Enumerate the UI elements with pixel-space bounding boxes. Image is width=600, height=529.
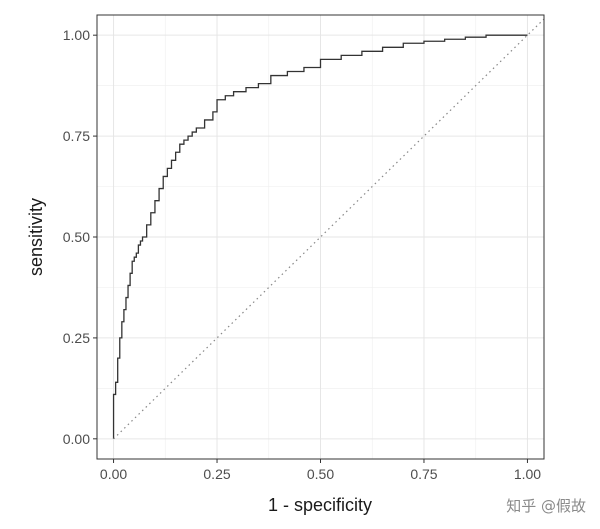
x-tick-label: 0.25 [203, 466, 230, 482]
y-tick-label: 0.25 [63, 330, 90, 346]
x-axis-title: 1 - specificity [268, 495, 372, 515]
y-axis-title: sensitivity [26, 198, 46, 276]
y-tick-label: 0.75 [63, 128, 90, 144]
x-tick-label: 0.00 [100, 466, 127, 482]
tick-layer: 0.00 0.25 0.50 0.75 1.00 0.00 0.25 0.50 0.75 1.00 [63, 27, 542, 482]
y-tick-label: 0.00 [63, 431, 90, 447]
series-layer [112, 18, 544, 440]
watermark-text: 知乎 @假故 [506, 497, 586, 515]
y-tick-label: 0.50 [63, 229, 90, 245]
y-tick-label: 1.00 [63, 27, 90, 43]
x-tick-label: 0.75 [410, 466, 437, 482]
x-tick-label: 0.50 [307, 466, 334, 482]
grid-layer [97, 15, 544, 459]
diagonal-reference-line [113, 18, 544, 440]
x-tick-label: 1.00 [514, 466, 541, 482]
roc-curve-line [112, 34, 528, 439]
